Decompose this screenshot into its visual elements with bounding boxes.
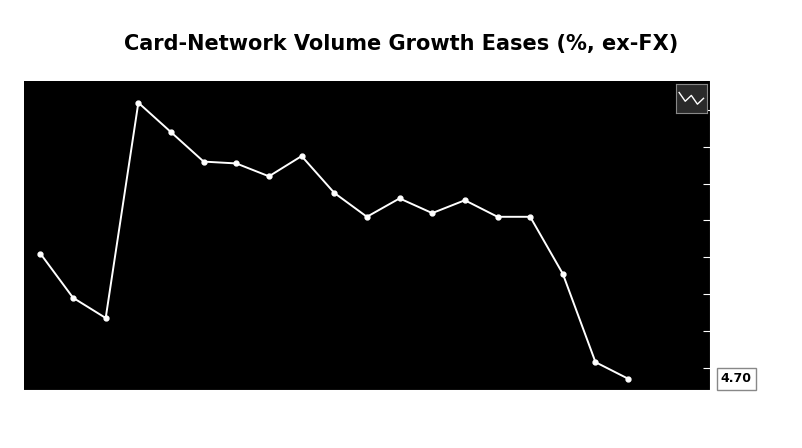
Text: 4.70: 4.70 xyxy=(721,372,752,385)
Text: Card-Network Volume Growth Eases (%, ex-FX): Card-Network Volume Growth Eases (%, ex-… xyxy=(124,34,678,54)
